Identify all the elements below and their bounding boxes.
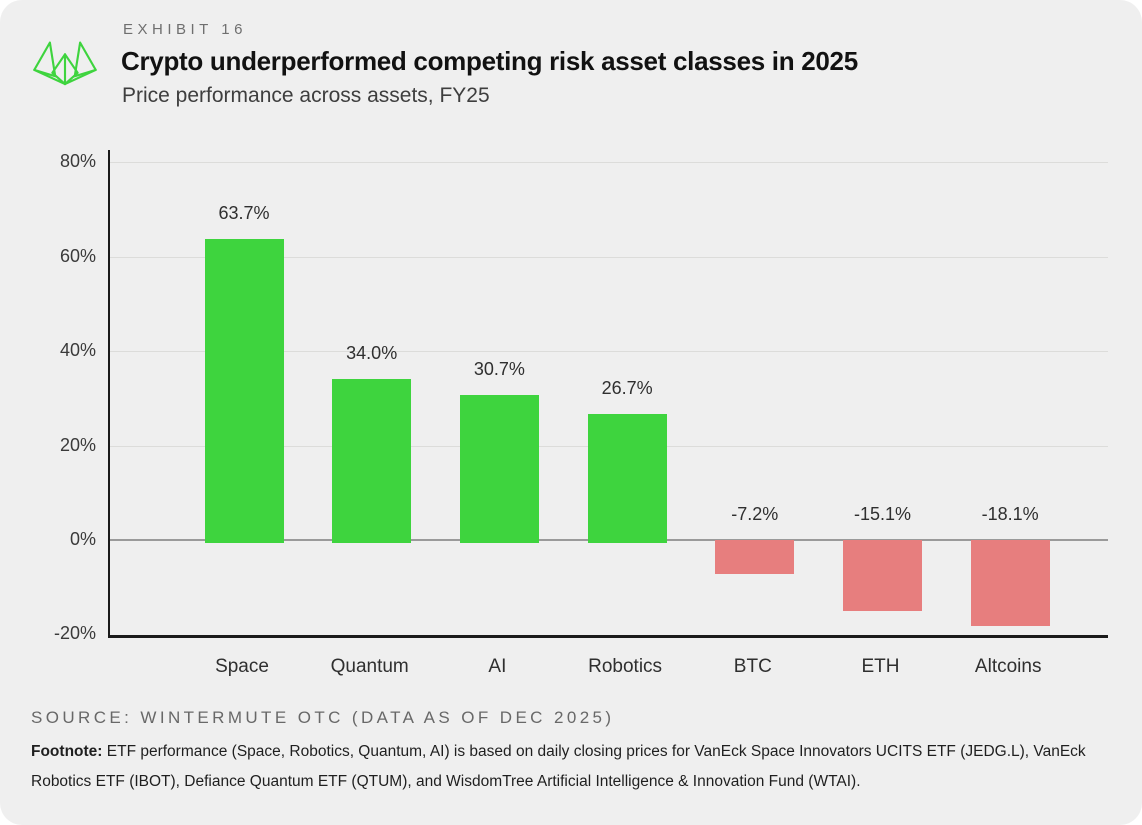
y-tick-label-80%: 80%: [59, 151, 96, 171]
y-tick-label-60%: 60%: [59, 245, 96, 266]
x-category-label-quantum: Quantum: [330, 656, 409, 677]
page-title: Crypto underperformed competing risk ass…: [121, 46, 858, 76]
wintermute-logo-icon: [33, 41, 97, 86]
y-tick-label-0%: 0%: [69, 529, 96, 549]
bar-btc: [715, 540, 795, 575]
x-category-label-robotics: Robotics: [588, 656, 663, 677]
footnote-text: ETF performance (Space, Robotics, Quantu…: [31, 743, 1086, 790]
gridline-80%: [110, 162, 1108, 163]
bar-quantum: [332, 379, 412, 543]
x-category-label-eth: ETH: [861, 656, 900, 677]
bar-altcoins: [970, 540, 1050, 626]
x-category-label-altcoins: Altcoins: [974, 656, 1042, 677]
gridline-60%: [110, 256, 1108, 258]
bar-eth: [843, 540, 922, 612]
x-category-label-space: Space: [215, 656, 269, 677]
bar-ai: [459, 394, 539, 543]
bar-space: [204, 239, 284, 543]
value-label-robotics: 26.7%: [601, 377, 653, 398]
footnote: Footnote: ETF performance (Space, Roboti…: [31, 737, 1117, 797]
x-category-label-btc: BTC: [733, 656, 772, 677]
y-tick-label-40%: 40%: [59, 340, 96, 360]
y-tick-label--20%: -20%: [53, 623, 96, 643]
value-label-btc: -7.2%: [731, 504, 779, 524]
source-line: SOURCE: WINTERMUTE OTC (DATA AS OF DEC 2…: [31, 708, 615, 727]
value-label-quantum: 34.0%: [346, 343, 398, 364]
bar-chart-plot-area: 63.7% 34.0% 30.7% 26.7% -7.2% -15.1% -18.1%: [108, 150, 1108, 638]
exhibit-label: EXHIBIT 16: [123, 21, 247, 38]
value-label-ai: 30.7%: [473, 358, 525, 379]
page-subtitle: Price performance across assets, FY25: [122, 84, 490, 107]
value-label-space: 63.7%: [218, 203, 270, 224]
bar-robotics: [587, 413, 667, 543]
footnote-label: Footnote:: [31, 743, 103, 760]
y-tick-label-20%: 20%: [59, 434, 96, 455]
x-category-label-ai: AI: [488, 656, 507, 677]
value-label-eth: -15.1%: [853, 504, 912, 524]
value-label-altcoins: -18.1%: [981, 504, 1039, 524]
gridline-40%: [110, 351, 1108, 352]
